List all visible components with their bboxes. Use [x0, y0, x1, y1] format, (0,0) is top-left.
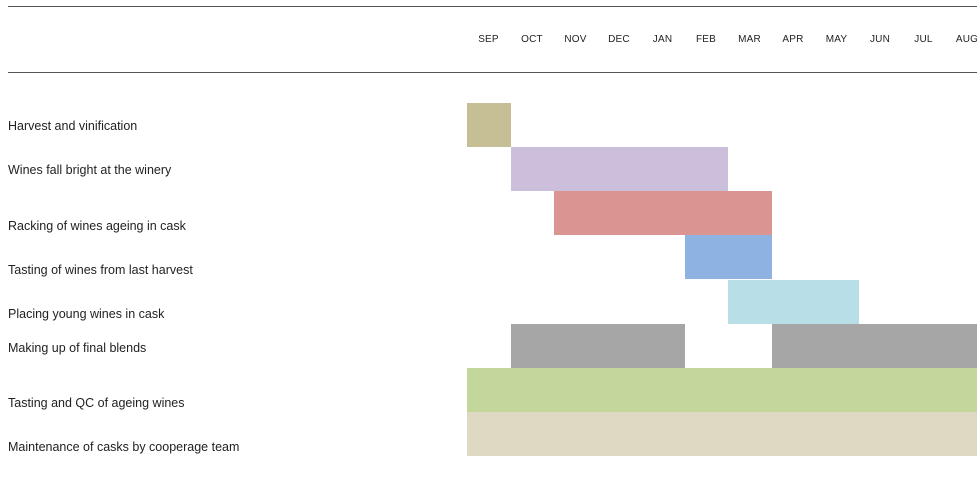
month-label: AUG — [955, 34, 977, 45]
task-bar — [467, 412, 977, 456]
month-label: JUL — [914, 34, 933, 45]
month-label: APR — [782, 34, 804, 45]
task-bar — [467, 368, 977, 412]
task-bar — [771, 324, 977, 368]
task-label: Maintenance of casks by cooperage team — [8, 440, 240, 454]
task-label: Harvest and vinification — [8, 119, 138, 133]
month-label: FEB — [695, 34, 717, 45]
month-label: OCT — [521, 34, 543, 45]
top-rule — [8, 6, 977, 7]
month-label: NOV — [564, 34, 587, 45]
month-label: JUN — [869, 34, 891, 45]
header-bottom-rule — [8, 72, 977, 73]
month-label: SEP — [478, 34, 499, 45]
task-label: Tasting of wines from last harvest — [8, 263, 193, 277]
task-bar — [684, 235, 772, 279]
task-label: Making up of final blends — [8, 341, 147, 355]
task-label: Placing young wines in cask — [8, 307, 165, 321]
task-label: Wines fall bright at the winery — [8, 163, 172, 177]
task-bar — [510, 324, 685, 368]
month-label: JAN — [652, 34, 673, 45]
task-label: Racking of wines ageing in cask — [8, 219, 186, 233]
task-bar — [510, 147, 728, 191]
month-label: MAY — [825, 34, 848, 45]
task-bar — [554, 191, 772, 235]
month-label: MAR — [738, 34, 761, 45]
month-label: DEC — [608, 34, 630, 45]
task-bar — [728, 280, 859, 324]
task-bar — [467, 103, 511, 147]
task-label: Tasting and QC of ageing wines — [8, 396, 185, 410]
